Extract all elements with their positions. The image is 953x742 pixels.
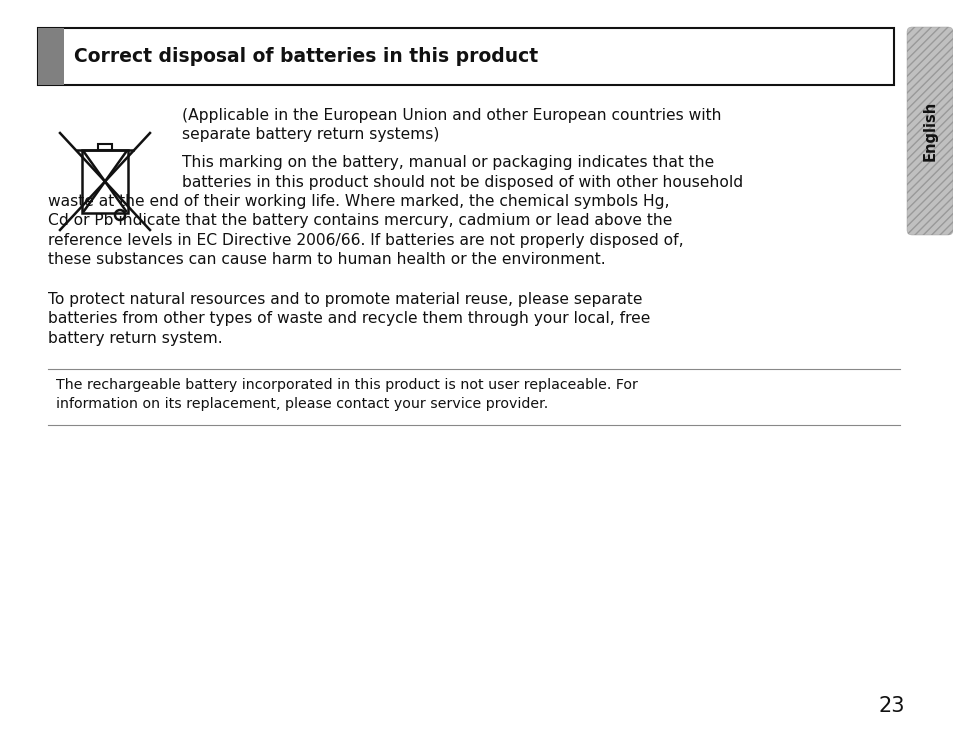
Text: Correct disposal of batteries in this product: Correct disposal of batteries in this pr… (74, 47, 537, 66)
Text: waste at the end of their working life. Where marked, the chemical symbols Hg,: waste at the end of their working life. … (48, 194, 669, 209)
Bar (98, 144, 112, 150)
Text: English: English (922, 101, 937, 161)
Text: batteries from other types of waste and recycle them through your local, free: batteries from other types of waste and … (48, 312, 650, 326)
Text: these substances can cause harm to human health or the environment.: these substances can cause harm to human… (48, 252, 605, 268)
Text: battery return system.: battery return system. (48, 331, 222, 346)
Text: batteries in this product should not be disposed of with other household: batteries in this product should not be … (182, 174, 742, 189)
Text: To protect natural resources and to promote material reuse, please separate: To protect natural resources and to prom… (48, 292, 641, 307)
Text: The rechargeable battery incorporated in this product is not user replaceable. F: The rechargeable battery incorporated in… (56, 378, 638, 393)
Text: This marking on the battery, manual or packaging indicates that the: This marking on the battery, manual or p… (182, 155, 714, 170)
Text: Cd or Pb indicate that the battery contains mercury, cadmium or lead above the: Cd or Pb indicate that the battery conta… (48, 214, 672, 229)
Text: separate battery return systems): separate battery return systems) (182, 128, 439, 142)
Text: 23: 23 (878, 696, 904, 716)
Bar (38, 28, 64, 85)
Text: information on its replacement, please contact your service provider.: information on its replacement, please c… (56, 397, 548, 411)
Text: (Applicable in the European Union and other European countries with: (Applicable in the European Union and ot… (182, 108, 720, 123)
Bar (38, 28, 893, 85)
Bar (82, 150, 128, 213)
FancyBboxPatch shape (906, 27, 952, 235)
Text: reference levels in EC Directive 2006/66. If batteries are not properly disposed: reference levels in EC Directive 2006/66… (48, 233, 683, 248)
